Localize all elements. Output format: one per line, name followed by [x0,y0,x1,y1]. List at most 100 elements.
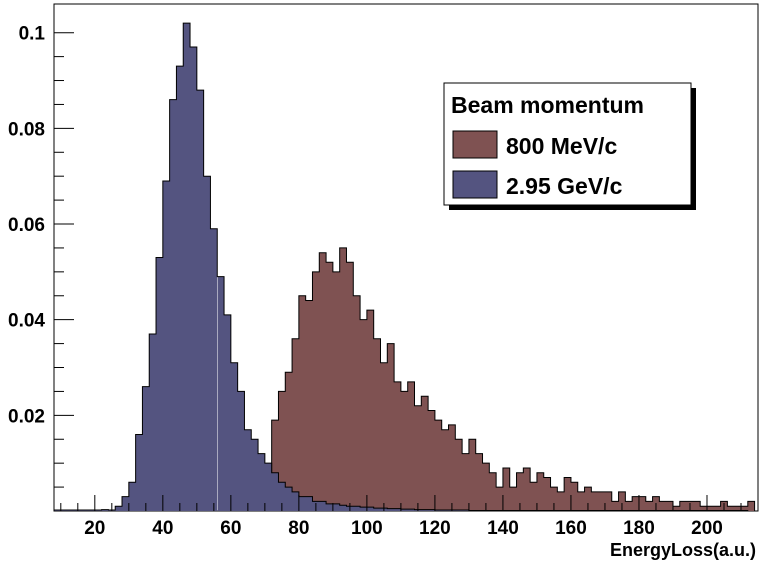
bar-800mev [319,252,327,511]
bar-295gev [258,453,265,511]
bar-800mev [693,501,701,511]
bar-800mev [366,310,374,511]
legend: Beam momentum 800 MeV/c 2.95 GeV/c [443,82,696,210]
bar-800mev [394,381,401,511]
bar-800mev [407,381,415,511]
axis-ticks [54,32,742,511]
bar-800mev [441,429,449,511]
bar-800mev [285,372,293,511]
bar-800mev [380,362,388,511]
x-tick-label: 180 [623,518,655,539]
bar-295gev [298,496,306,511]
bar-295gev [360,507,367,511]
bar-800mev [346,262,354,511]
bar-800mev [298,295,306,511]
bar-295gev [183,23,191,511]
bar-800mev [536,472,544,511]
bar-800mev [428,410,435,511]
x-axis-title: EnergyLoss(a.u.) [610,540,756,560]
legend-swatch-800mev [452,130,498,159]
x-tick-labels: 20 40 60 80 100 120 140 160 180 200 [84,518,723,539]
bar-800mev [482,463,490,511]
legend-title: Beam momentum [451,92,644,118]
bar-295gev [278,482,286,511]
bar-295gev [237,391,245,511]
bar-295gev [101,509,109,511]
bar-800mev [632,496,639,511]
bar-800mev [421,396,429,511]
bar-800mev [543,477,551,511]
bar-800mev [570,482,578,511]
x-tick-label: 100 [351,518,383,539]
bar-295gev [285,487,293,511]
bar-800mev [706,506,714,511]
y-tick-label: 0.04 [8,311,45,332]
bar-295gev [169,99,177,511]
bar-800mev [557,491,565,511]
bar-800mev [326,262,333,511]
bar-800mev [292,338,299,511]
bar-800mev [638,496,646,511]
bar-800mev [455,439,463,511]
bar-800mev [645,501,653,511]
bar-800mev [598,491,605,511]
bar-800mev [502,467,510,511]
bar-800mev [747,501,755,511]
bar-295gev [190,47,197,512]
bar-800mev [448,424,456,511]
bar-800mev [339,247,347,511]
bar-800mev [618,491,626,511]
bar-295gev [264,463,272,511]
bar-295gev [210,228,218,512]
series-800mev-bars [264,247,756,511]
x-tick-label: 40 [152,518,173,539]
bar-295gev [217,276,225,511]
x-tick-label: 80 [288,518,309,539]
bar-295gev [156,257,163,511]
bar-800mev [496,487,503,511]
bar-800mev [550,487,558,511]
bar-800mev [475,453,483,511]
bar-800mev-outline [264,247,756,511]
bar-295gev-outline [53,22,749,512]
bar-295gev [332,503,340,511]
bar-295gev [421,509,429,511]
bar-295gev [339,505,347,511]
bar-800mev [564,477,571,511]
x-tick-label: 160 [555,518,587,539]
bar-800mev [727,506,735,511]
bar-295gev [251,439,259,511]
bar-295gev [326,503,333,511]
bar-295gev [394,508,401,511]
x-tick-label: 20 [84,518,105,539]
bar-295gev [373,508,381,511]
bar-800mev [353,295,361,511]
bar-800mev [516,472,524,511]
bar-295gev [115,506,123,511]
bar-800mev [604,491,612,511]
y-tick-label: 0.08 [8,119,45,140]
bar-295gev [319,501,327,511]
bar-800mev [271,420,279,511]
bar-295gev [271,472,279,511]
x-tick-label: 120 [419,518,451,539]
bar-295gev [176,66,184,512]
bar-295gev [353,506,361,511]
bar-800mev [584,487,592,511]
bar-800mev [577,491,585,511]
bar-295gev [387,508,395,511]
bar-800mev [625,501,633,511]
bar-800mev [591,491,599,511]
bar-800mev [666,501,673,511]
bar-800mev [373,338,381,511]
bar-800mev [509,487,517,511]
bar-295gev [305,496,313,511]
bar-295gev [230,362,238,511]
bar-295gev [244,429,252,511]
bar-800mev [360,319,367,511]
y-tick-label: 0.06 [8,215,45,236]
bar-800mev [414,405,422,511]
bar-295gev [196,90,204,511]
bar-295gev [122,496,129,511]
